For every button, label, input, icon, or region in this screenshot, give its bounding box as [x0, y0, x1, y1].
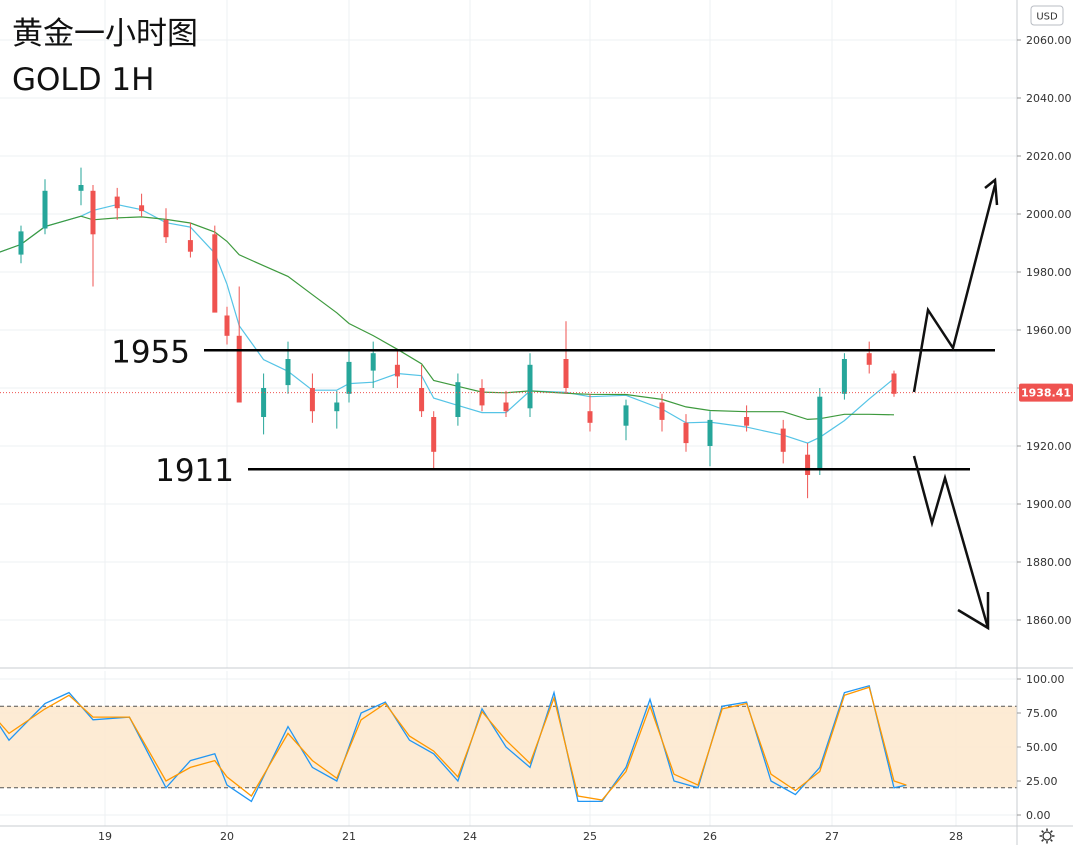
candle-body — [805, 454, 811, 475]
candle-body — [866, 353, 872, 365]
osc-tick-label: 100.00 — [1026, 673, 1065, 686]
currency-badge-label: USD — [1036, 12, 1058, 23]
bearish-path — [912, 455, 990, 629]
gear-icon-tooth — [1050, 830, 1053, 833]
price-tick-label: 1960.00 — [1026, 324, 1072, 337]
gear-icon-tooth — [1041, 830, 1044, 833]
currency-badge[interactable] — [1030, 5, 1064, 26]
candle-body — [309, 388, 315, 412]
level-label: 1911 — [155, 453, 234, 489]
gear-icon[interactable] — [1042, 831, 1052, 841]
ma-slow-line — [0, 215, 895, 421]
price-tick-label: 1900.00 — [1026, 498, 1072, 511]
price-tick-label: 2040.00 — [1026, 92, 1072, 105]
candle-body — [346, 361, 352, 394]
candle-body — [261, 388, 267, 417]
osc-tick-label: 0.00 — [1026, 809, 1051, 822]
candle-body — [42, 190, 48, 229]
candle-body — [212, 234, 218, 313]
price-tick-label: 2060.00 — [1026, 34, 1072, 47]
price-tick-label: 2020.00 — [1026, 150, 1072, 163]
candle-body — [236, 335, 242, 403]
osc-tick-label: 75.00 — [1026, 707, 1058, 720]
candle-body — [114, 196, 120, 209]
candle-body — [224, 315, 230, 336]
candle-body — [285, 359, 291, 386]
time-tick-label: 21 — [342, 830, 356, 843]
chart-title: 黄金一小时图 — [12, 16, 198, 52]
candle-body — [683, 422, 689, 444]
bullish-arrowhead — [984, 177, 999, 206]
ma-fast-line — [0, 203, 895, 444]
candle-body — [841, 359, 847, 394]
osc-d-line — [0, 686, 907, 801]
candle-body — [817, 396, 823, 470]
candle-body — [334, 402, 340, 412]
bearish-arrowhead — [957, 592, 990, 631]
candle-body — [707, 419, 713, 446]
candle-body — [419, 388, 425, 412]
osc-band — [0, 706, 1017, 788]
osc-tick-label: 25.00 — [1026, 775, 1058, 788]
current-price-label: 1938.41 — [1021, 387, 1071, 400]
time-tick-label: 20 — [220, 830, 234, 843]
candle-body — [18, 231, 24, 255]
candle-body — [744, 417, 750, 426]
candle-body — [90, 190, 96, 235]
candle-body — [623, 405, 629, 426]
gear-icon-tooth — [1050, 839, 1053, 842]
time-tick-label: 27 — [825, 830, 839, 843]
candle-body — [78, 185, 84, 191]
gear-icon-tooth — [1041, 839, 1044, 842]
price-tick-label: 1860.00 — [1026, 614, 1072, 627]
candle-body — [479, 388, 485, 406]
time-tick-label: 26 — [703, 830, 717, 843]
current-price-badge — [1019, 383, 1073, 402]
candle-body — [659, 402, 665, 420]
candle-body — [780, 428, 786, 452]
bullish-path — [912, 184, 997, 393]
candle-body — [563, 359, 569, 388]
price-tick-label: 1920.00 — [1026, 440, 1072, 453]
candle-body — [455, 382, 461, 417]
price-tick-label: 1880.00 — [1026, 556, 1072, 569]
candle-body — [187, 240, 193, 252]
time-tick-label: 25 — [583, 830, 597, 843]
level-label: 1955 — [111, 334, 190, 370]
candle-body — [527, 364, 533, 409]
candle-body — [394, 364, 400, 377]
price-tick-label: 2000.00 — [1026, 208, 1072, 221]
chart-subtitle: GOLD 1H — [12, 62, 155, 98]
candle-body — [503, 402, 509, 412]
candle-body — [587, 411, 593, 423]
candle-body — [163, 219, 169, 238]
time-tick-label: 24 — [463, 830, 477, 843]
candle-body — [891, 373, 897, 394]
time-tick-label: 28 — [949, 830, 963, 843]
time-tick-label: 19 — [98, 830, 112, 843]
candle-body — [431, 417, 437, 452]
osc-tick-label: 50.00 — [1026, 741, 1058, 754]
candle-body — [139, 205, 145, 212]
candle-body — [370, 353, 376, 371]
price-tick-label: 1980.00 — [1026, 266, 1072, 279]
